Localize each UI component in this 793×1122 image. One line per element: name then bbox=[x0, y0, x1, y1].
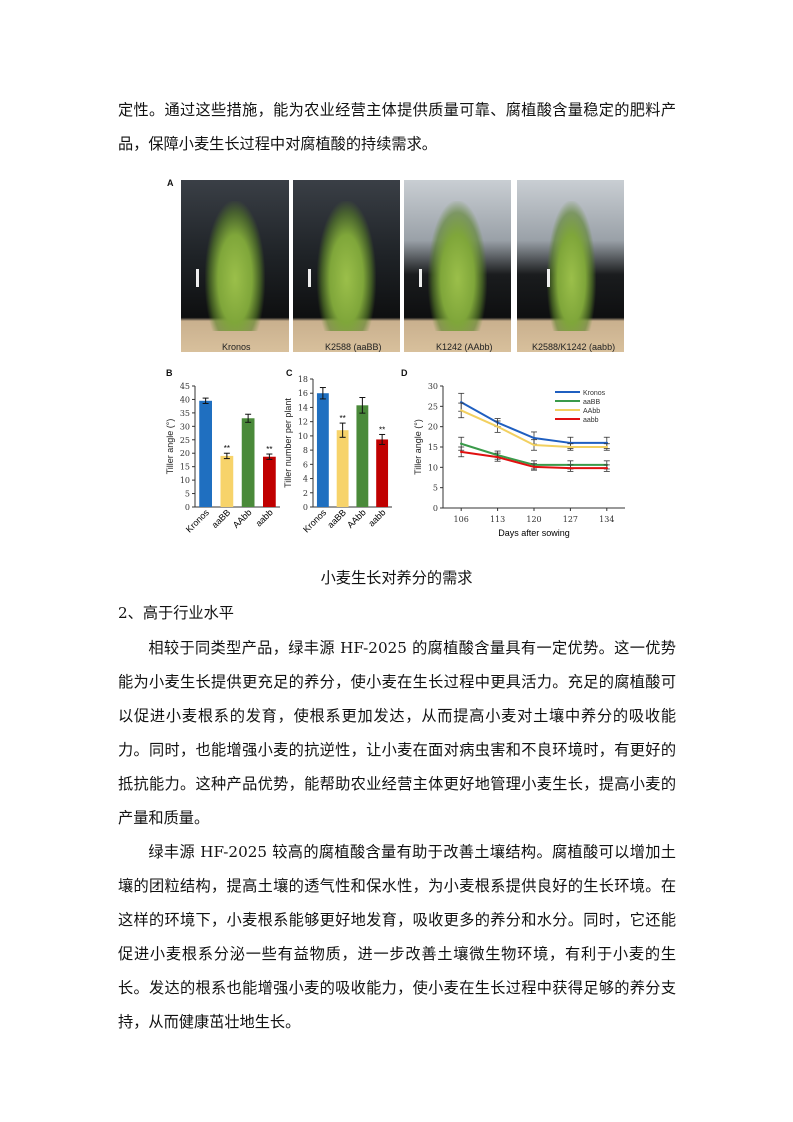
y-tick-label: 20 bbox=[180, 449, 190, 458]
y-axis-label: Tiller angle (°) bbox=[165, 419, 175, 475]
bar-aaBB bbox=[220, 455, 234, 507]
intro-paragraph: 定性。通过这些措施，能为农业经营主体提供质量可靠、腐植酸含量稳定的肥料产品，保障… bbox=[118, 101, 676, 153]
data-point bbox=[569, 466, 572, 470]
y-tick-label: 5 bbox=[185, 490, 190, 499]
y-tick-label: 10 bbox=[180, 476, 190, 485]
panel-label-a: A bbox=[167, 178, 174, 188]
body-paragraph: 绿丰源 HF-2025 较高的腐植酸含量有助于改善土壤结构。腐植酸可以增加土壤的… bbox=[118, 843, 676, 1031]
data-point bbox=[569, 445, 572, 449]
data-point bbox=[496, 425, 499, 428]
y-tick-label: 35 bbox=[180, 409, 190, 418]
x-tick-label: aabb bbox=[366, 507, 387, 528]
x-tick-label: 113 bbox=[490, 515, 505, 524]
data-point bbox=[532, 436, 536, 440]
y-tick-label: 16 bbox=[298, 389, 308, 398]
data-point bbox=[460, 409, 463, 412]
photo-kronos bbox=[181, 180, 289, 352]
legend-label: aabb bbox=[583, 417, 599, 424]
data-point bbox=[605, 466, 608, 470]
legend-label: aaBB bbox=[583, 399, 600, 406]
data-point bbox=[532, 465, 536, 469]
y-tick-label: 25 bbox=[428, 402, 438, 411]
panel-label-c: C bbox=[286, 368, 293, 378]
y-tick-label: 10 bbox=[428, 463, 438, 472]
y-tick-label: 0 bbox=[185, 503, 190, 512]
significance-mark: ** bbox=[224, 444, 230, 453]
y-tick-label: 14 bbox=[298, 403, 308, 412]
y-tick-label: 18 bbox=[298, 375, 308, 384]
photo-k1242 bbox=[404, 180, 511, 352]
y-tick-label: 12 bbox=[298, 418, 308, 427]
y-tick-label: 30 bbox=[428, 382, 438, 391]
bar-aabb bbox=[263, 456, 276, 507]
y-tick-label: 0 bbox=[303, 503, 308, 512]
y-tick-label: 2 bbox=[303, 489, 308, 498]
x-tick-label: aaBB bbox=[210, 507, 233, 530]
body-paragraph: 相较于同类型产品，绿丰源 HF-2025 的腐植酸含量具有一定优势。这一优势能为… bbox=[118, 639, 676, 827]
legend-label: Kronos bbox=[583, 390, 606, 397]
y-tick-label: 5 bbox=[433, 484, 438, 493]
data-point bbox=[460, 450, 463, 454]
x-tick-label: 127 bbox=[563, 515, 578, 524]
x-axis-label: Days after sowing bbox=[498, 528, 570, 538]
y-tick-label: 45 bbox=[180, 382, 190, 391]
significance-mark: ** bbox=[266, 445, 272, 454]
bar-AAbb bbox=[356, 405, 369, 507]
x-tick-label: AAbb bbox=[345, 507, 368, 530]
y-axis-label: Tiller number per plant bbox=[283, 398, 293, 488]
panel-label-d: D bbox=[401, 368, 408, 378]
data-point bbox=[460, 442, 463, 445]
x-tick-label: 134 bbox=[599, 515, 614, 524]
y-tick-label: 30 bbox=[180, 422, 190, 431]
panel-label-b: B bbox=[166, 368, 173, 378]
bar-Kronos bbox=[199, 400, 212, 507]
x-tick-label: aabb bbox=[254, 507, 275, 528]
bar-AAbb bbox=[241, 418, 255, 507]
bar-aaBB bbox=[336, 430, 349, 507]
section-heading: 2、高于行业水平 bbox=[118, 604, 234, 622]
legend-label: AAbb bbox=[583, 408, 600, 415]
photo-label: K2588 (aaBB) bbox=[325, 342, 382, 352]
x-tick-label: 106 bbox=[454, 515, 469, 524]
y-tick-label: 4 bbox=[303, 475, 308, 484]
photo-k2588 bbox=[293, 180, 400, 352]
y-tick-label: 25 bbox=[180, 436, 190, 445]
y-tick-label: 15 bbox=[428, 443, 438, 452]
y-tick-label: 8 bbox=[303, 446, 308, 455]
y-tick-label: 10 bbox=[298, 432, 308, 441]
x-tick-label: 120 bbox=[526, 515, 541, 524]
data-point bbox=[532, 443, 536, 447]
photo-label: Kronos bbox=[222, 342, 251, 352]
significance-mark: ** bbox=[340, 414, 346, 423]
x-tick-label: AAbb bbox=[231, 507, 254, 530]
bar-Kronos bbox=[316, 393, 329, 507]
bar-aabb bbox=[376, 439, 389, 507]
significance-mark: ** bbox=[379, 425, 385, 434]
x-tick-label: aaBB bbox=[325, 507, 348, 530]
y-tick-label: 20 bbox=[428, 423, 438, 432]
photo-k2588-k1242 bbox=[517, 180, 624, 352]
data-point bbox=[496, 455, 499, 459]
y-tick-label: 40 bbox=[180, 395, 190, 404]
y-axis-label: Tiller angle (°) bbox=[413, 419, 423, 475]
photo-label: K1242 (AAbb) bbox=[436, 342, 493, 352]
y-tick-label: 0 bbox=[433, 504, 438, 513]
figure-caption: 小麦生长对养分的需求 bbox=[320, 569, 473, 587]
y-tick-label: 6 bbox=[303, 460, 308, 469]
photo-label: K2588/K1242 (aabb) bbox=[532, 342, 616, 352]
y-tick-label: 15 bbox=[180, 463, 190, 472]
data-point bbox=[605, 445, 608, 449]
